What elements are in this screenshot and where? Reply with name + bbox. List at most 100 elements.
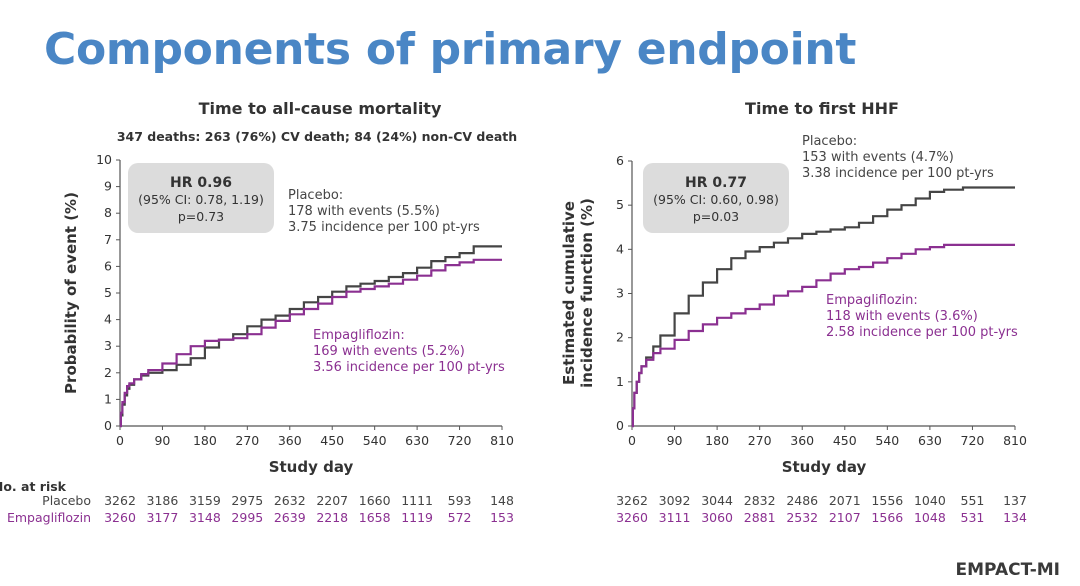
x-tick-label: 810 <box>1003 433 1027 448</box>
series-annotation-placebo: 178 with events (5.5%) <box>288 204 440 219</box>
risk-cell: 1658 <box>359 510 391 525</box>
chart-title: Time to first HHF <box>745 99 899 118</box>
risk-cell: 2975 <box>231 493 263 508</box>
y-tick-label: 4 <box>616 241 624 256</box>
y-tick-label: 0 <box>104 418 112 433</box>
series-annotations: Placebo:153 with events (4.7%)3.38 incid… <box>802 134 1018 340</box>
risk-cell: 3260 <box>616 510 648 525</box>
risk-cell: 3111 <box>659 510 691 525</box>
risk-cell: 153 <box>490 510 514 525</box>
risk-cell: 2832 <box>744 493 776 508</box>
risk-header: No. at risk <box>0 479 67 494</box>
at-risk-table: 3262 3092 3044 2832 2486 2071 1556 1040 551 137 32… <box>616 493 1027 525</box>
slide-title: Components of primary endpoint <box>44 24 857 75</box>
risk-cell: 3177 <box>147 510 179 525</box>
y-tick-label: 6 <box>104 258 112 273</box>
series-annotation-empagliflozin: 169 with events (5.2%) <box>313 344 465 359</box>
series-annotation-empagliflozin: Empagliflozin: <box>313 328 405 343</box>
x-tick-label: 360 <box>790 433 814 448</box>
risk-cell: 3060 <box>701 510 733 525</box>
risk-cell: 134 <box>1003 510 1027 525</box>
risk-cell: 2532 <box>786 510 818 525</box>
risk-cell: 551 <box>961 493 985 508</box>
hazard-ratio-box <box>128 163 274 233</box>
x-axis-label: Study day <box>269 458 354 476</box>
axes <box>631 161 1015 427</box>
x-tick-label: 0 <box>116 433 124 448</box>
series-annotation-placebo: 3.75 incidence per 100 pt-yrs <box>288 220 480 235</box>
series-annotations: Placebo:178 with events (5.5%)3.75 incid… <box>288 188 505 375</box>
x-tick-label: 630 <box>918 433 942 448</box>
y-tick-label: 4 <box>104 312 112 327</box>
y-tick-label: 7 <box>104 232 112 247</box>
risk-cell: 3186 <box>147 493 179 508</box>
risk-cell: 1111 <box>401 493 433 508</box>
risk-cell: 3148 <box>189 510 221 525</box>
chart-all-cause-mortality: Time to all-cause mortality 347 deaths: … <box>7 99 517 525</box>
risk-cell: 1566 <box>871 510 903 525</box>
series-annotation-placebo: Placebo: <box>288 188 343 203</box>
x-tick-label: 540 <box>363 433 387 448</box>
p-value: p=0.03 <box>693 209 739 224</box>
series-annotation-empagliflozin: 118 with events (3.6%) <box>826 309 978 324</box>
y-axis-label: Probability of event (%) <box>62 192 80 394</box>
hazard-ratio-box <box>643 163 789 233</box>
risk-cell: 148 <box>490 493 514 508</box>
risk-cell: 2071 <box>829 493 861 508</box>
series-line-empagliflozin <box>631 243 1015 428</box>
x-tick-label: 810 <box>490 433 514 448</box>
risk-cell: 2207 <box>316 493 348 508</box>
risk-cell: 2639 <box>274 510 306 525</box>
risk-cell: 1119 <box>401 510 433 525</box>
chart-subtitle: 347 deaths: 263 (76%) CV death; 84 (24%)… <box>117 129 517 144</box>
x-tick-label: 90 <box>154 433 170 448</box>
x-ticks: 0 90 180 270 360 450 540 630 720 810 <box>628 426 1027 448</box>
y-axis-label-line-2: incidence function (%) <box>578 198 596 388</box>
at-risk-table: Placebo 3262 3186 3159 2975 2632 2207 1660 1111 5… <box>7 493 514 525</box>
y-tick-label: 5 <box>616 197 624 212</box>
series-line-placebo <box>119 245 502 428</box>
risk-cell: 2218 <box>316 510 348 525</box>
y-tick-label: 3 <box>104 338 112 353</box>
hazard-ratio-ci: (95% CI: 0.60, 0.98) <box>653 192 779 207</box>
y-tick-label: 8 <box>104 205 112 220</box>
risk-cell: 2995 <box>231 510 263 525</box>
series-line-empagliflozin <box>119 258 502 428</box>
risk-cell: 1660 <box>359 493 391 508</box>
risk-cell: 3262 <box>104 493 136 508</box>
series-annotation-placebo: 153 with events (4.7%) <box>802 150 954 165</box>
risk-cell: 2107 <box>829 510 861 525</box>
hazard-ratio: HR 0.96 <box>170 175 232 191</box>
x-tick-label: 0 <box>628 433 636 448</box>
series-annotation-empagliflozin: Empagliflozin: <box>826 293 918 308</box>
y-axis-label: Estimated cumulative incidence function … <box>560 198 596 388</box>
risk-cell: 1048 <box>914 510 946 525</box>
y-tick-label: 1 <box>104 391 112 406</box>
x-tick-label: 360 <box>278 433 302 448</box>
x-tick-label: 270 <box>235 433 259 448</box>
series-annotation-empagliflozin: 3.56 incidence per 100 pt-yrs <box>313 360 505 375</box>
risk-cell: 3260 <box>104 510 136 525</box>
y-tick-label: 1 <box>616 374 624 389</box>
risk-row-label: Placebo <box>42 493 91 508</box>
y-tick-label: 2 <box>104 365 112 380</box>
chart-title: Time to all-cause mortality <box>199 99 442 118</box>
risk-cell: 531 <box>961 510 985 525</box>
y-tick-label: 6 <box>616 153 624 168</box>
risk-cell: 2632 <box>274 493 306 508</box>
risk-cell: 2881 <box>744 510 776 525</box>
x-tick-label: 540 <box>875 433 899 448</box>
x-tick-label: 450 <box>320 433 344 448</box>
x-tick-label: 180 <box>705 433 729 448</box>
series-lines <box>119 245 502 428</box>
x-tick-label: 720 <box>448 433 472 448</box>
series-annotation-empagliflozin: 2.58 incidence per 100 pt-yrs <box>826 325 1018 340</box>
risk-cell: 3092 <box>659 493 691 508</box>
y-tick-label: 0 <box>616 418 624 433</box>
y-tick-label: 9 <box>104 179 112 194</box>
risk-cell: 3159 <box>189 493 221 508</box>
risk-row-label: Empagliflozin <box>7 510 91 525</box>
risk-cell: 593 <box>448 493 472 508</box>
hazard-ratio: HR 0.77 <box>685 175 747 191</box>
